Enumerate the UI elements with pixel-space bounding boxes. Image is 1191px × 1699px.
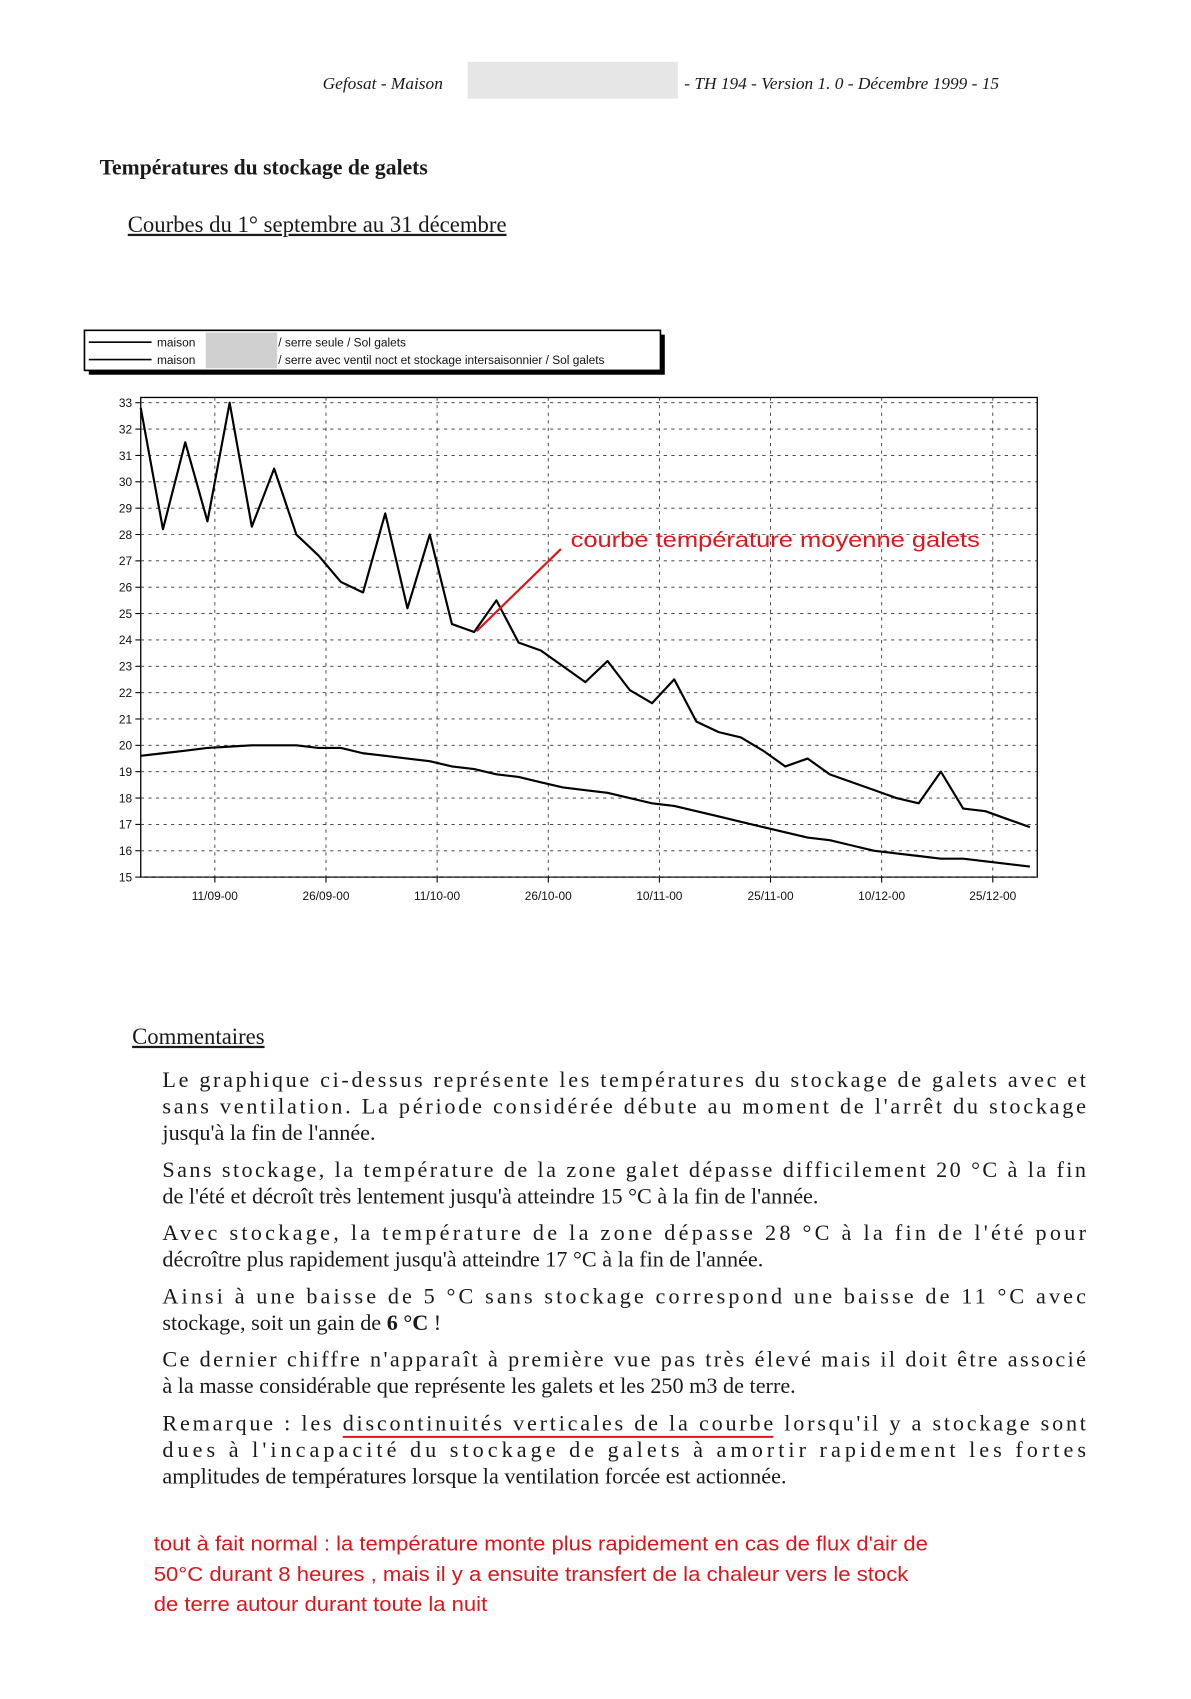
x-tick-label: 10/12-00 bbox=[858, 889, 905, 903]
paragraph-line: amplitudes de températures lorsque la ve… bbox=[162, 1463, 786, 1488]
annotation-pointer bbox=[475, 548, 562, 633]
text-segment: 6 °C bbox=[387, 1310, 429, 1335]
paragraph-line: jusqu'à la fin de l'année. bbox=[161, 1120, 375, 1145]
paragraph-line: Ainsi à une baisse de 5 °C sans stockage… bbox=[162, 1284, 1086, 1309]
note: tout à fait normal : la température mont… bbox=[154, 1533, 928, 1617]
comments-title: Commentaires bbox=[132, 1024, 265, 1049]
section-title: Températures du stockage de galets bbox=[100, 155, 428, 179]
y-tick-label: 28 bbox=[119, 528, 133, 542]
y-tick-label: 23 bbox=[119, 660, 133, 674]
paragraph-line: Le graphique ci-dessus représente les te… bbox=[162, 1067, 1086, 1092]
y-tick-label: 33 bbox=[119, 396, 133, 410]
comments: Commentaires Le graphique ci-dessus repr… bbox=[132, 1024, 1087, 1489]
y-tick-label: 16 bbox=[119, 844, 133, 858]
chart: 15 16 17 18 19 20 21 22 23 24 25 26 27 28 29 30 31 32 33 11… bbox=[119, 396, 1038, 903]
note-line: de terre autour durant toute la nuit bbox=[154, 1593, 488, 1616]
x-tick-label: 26/10-00 bbox=[525, 889, 572, 903]
paragraph-line: Ce dernier chiffre n'apparaît à première… bbox=[162, 1347, 1086, 1372]
y-tick-label: 24 bbox=[119, 633, 133, 647]
y-tick-label: 22 bbox=[119, 686, 133, 700]
data-line bbox=[140, 744, 1031, 868]
y-tick-label: 15 bbox=[119, 870, 133, 884]
y-tick-label: 29 bbox=[119, 501, 133, 515]
x-tick-label: 10/11-00 bbox=[636, 889, 682, 903]
y-tick-label: 32 bbox=[119, 422, 133, 436]
y-tick-label: 21 bbox=[119, 712, 133, 726]
x-tick-label: 25/12-00 bbox=[969, 889, 1016, 903]
paragraph-line: de l'été et décroît très lentement jusqu… bbox=[162, 1184, 818, 1209]
paragraph-line: Avec stockage, la température de la zone… bbox=[162, 1220, 1086, 1245]
note-line: 50°C durant 8 heures , mais il y a ensui… bbox=[154, 1563, 909, 1586]
chart-heading: Courbes du 1° septembre au 31 décembre bbox=[128, 212, 507, 237]
paragraph-line: stockage, soit un gain de 6 °C ! bbox=[162, 1310, 441, 1335]
y-tick-label: 26 bbox=[119, 581, 133, 595]
x-tick-label: 25/11-00 bbox=[747, 889, 793, 903]
text-segment: Remarque : les bbox=[162, 1410, 340, 1435]
header-right: - TH 194 - Version 1. 0 - Décembre 1999 … bbox=[684, 74, 999, 93]
y-tick-label: 18 bbox=[119, 791, 133, 805]
y-tick-label: 17 bbox=[119, 818, 133, 832]
redaction bbox=[467, 61, 678, 99]
y-tick-label: 25 bbox=[119, 607, 133, 621]
paragraph-line: à la masse considérable que représente l… bbox=[162, 1373, 795, 1398]
note-line: tout à fait normal : la température mont… bbox=[154, 1533, 928, 1556]
legend: maison / serre seule / Sol galets maison / … bbox=[83, 329, 665, 375]
legend-prefix: maison bbox=[157, 336, 195, 350]
y-tick-label: 31 bbox=[119, 449, 133, 463]
text-segment: discontinuités verticales de la courbe bbox=[343, 1410, 774, 1435]
redaction bbox=[205, 332, 278, 369]
y-tick-label: 20 bbox=[119, 739, 133, 753]
annotation: courbe température moyenne galets bbox=[571, 527, 980, 552]
y-tick-label: 30 bbox=[119, 475, 133, 489]
paragraph-line: décroître plus rapidement jusqu'à attein… bbox=[162, 1246, 763, 1271]
y-tick-label: 27 bbox=[119, 554, 133, 568]
paragraph-line: sans ventilation. La période considérée … bbox=[162, 1094, 1086, 1119]
legend-box bbox=[83, 329, 662, 372]
legend-prefix: maison bbox=[157, 353, 195, 367]
x-tick-label: 11/09-00 bbox=[192, 889, 238, 903]
text-segment: stockage, soit un gain de bbox=[162, 1310, 386, 1335]
header-left: Gefosat - Maison bbox=[323, 74, 443, 93]
data-line bbox=[139, 401, 1031, 829]
legend-label: / serre avec ventil noct et stockage int… bbox=[278, 353, 604, 367]
y-tick-label: 19 bbox=[119, 765, 133, 779]
x-tick-label: 11/10-00 bbox=[414, 889, 460, 903]
text-segment: ! bbox=[428, 1310, 441, 1335]
x-tick-label: 26/09-00 bbox=[302, 889, 349, 903]
legend-label: / serre seule / Sol galets bbox=[278, 336, 406, 350]
